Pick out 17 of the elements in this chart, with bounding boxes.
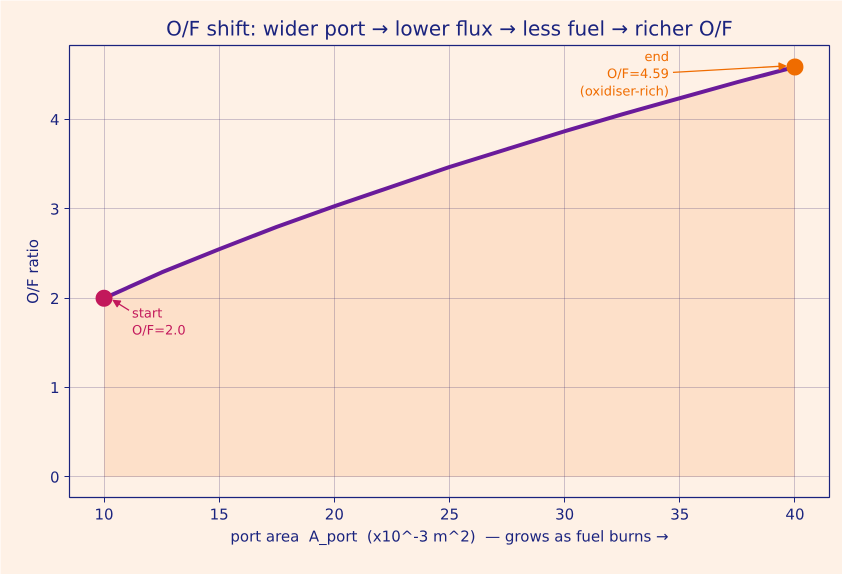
x-tick-label: 30 — [555, 506, 574, 524]
chart-title: O/F shift: wider port → lower flux → less fuel → richer O/F — [166, 16, 733, 40]
y-axis-title: O/F ratio — [24, 239, 42, 304]
x-tick-label: 10 — [94, 506, 114, 524]
y-tick-label: 2 — [50, 290, 60, 308]
x-axis-title: port area A_port (x10^-3 m^2) — grows as fuel burns → — [230, 528, 669, 546]
x-tick-label: 15 — [210, 506, 229, 524]
x-tick-label: 20 — [324, 506, 344, 524]
y-tick-label: 4 — [50, 111, 60, 130]
y-tick-label: 0 — [50, 468, 60, 486]
x-tick-label: 40 — [785, 506, 805, 524]
y-tick-label: 1 — [50, 379, 60, 398]
annotation: start O/F=2.0 — [132, 306, 186, 339]
x-tick-label: 35 — [670, 506, 690, 524]
y-tick-label: 3 — [50, 200, 60, 218]
x-tick-label: 25 — [440, 506, 460, 524]
annotation: end O/F=4.59 (oxidiser-rich) — [580, 50, 669, 100]
